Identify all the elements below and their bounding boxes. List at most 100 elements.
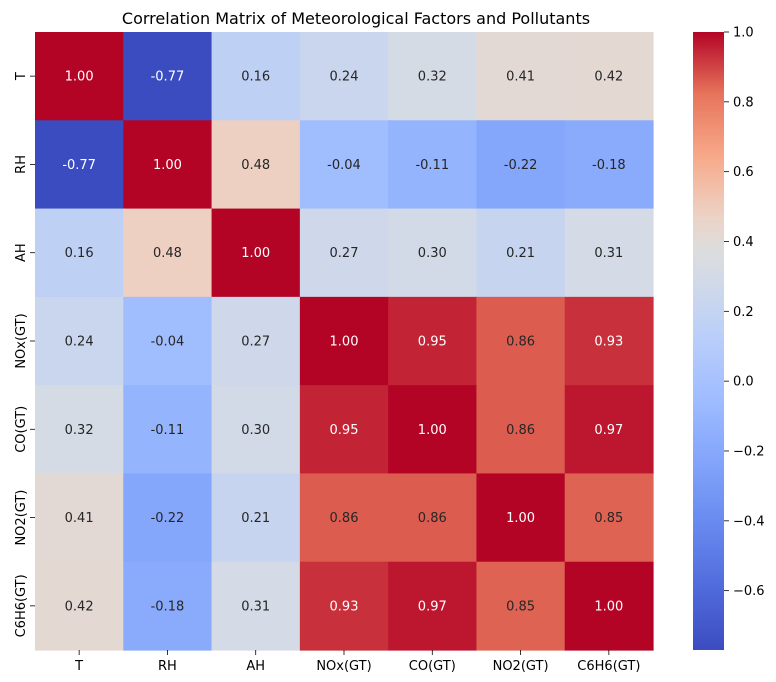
y-tick-label: NO2(GT) — [14, 490, 29, 546]
x-axis: T RH AH NOx(GT) CO(GT) NO2(GT) C6H6(GT) — [74, 650, 640, 674]
cell-value-label: 0.97 — [594, 423, 623, 438]
heatmap-cell — [564, 208, 654, 298]
heatmap-cell — [476, 120, 566, 210]
colorbar-tick-label: 0.2 — [733, 305, 754, 320]
colorbar — [693, 32, 724, 650]
heatmap-cell — [211, 120, 301, 210]
heatmap-cell — [564, 473, 654, 563]
heatmap-cell — [476, 32, 566, 121]
heatmap-cell — [35, 473, 124, 563]
cell-value-label: 0.86 — [418, 511, 447, 526]
cell-value-label: 0.27 — [330, 246, 359, 261]
cell-value-label: 1.00 — [330, 335, 359, 350]
colorbar-tick-label: 0.8 — [733, 95, 754, 110]
heatmap-cell — [564, 32, 654, 121]
cell-value-label: 0.24 — [65, 335, 94, 350]
heatmap-cells: 1.00 -0.77 0.16 0.24 0.32 0.41 0.42 -0.77 1.00 0.… — [35, 32, 654, 651]
x-tick-label: CO(GT) — [409, 659, 456, 674]
cell-value-label: -0.22 — [151, 511, 185, 526]
cell-value-label: -0.22 — [504, 158, 538, 173]
heatmap-cell — [35, 561, 124, 651]
cell-value-label: 0.21 — [241, 511, 270, 526]
x-tick-label: NO2(GT) — [493, 659, 549, 674]
colorbar-tick-label: −0.2 — [733, 444, 765, 459]
colorbar-tick-label: 0.0 — [733, 375, 754, 390]
heatmap-cell — [123, 385, 213, 475]
y-tick-label: AH — [14, 243, 29, 262]
heatmap-cell — [35, 32, 124, 121]
cell-value-label: 0.42 — [594, 70, 623, 85]
heatmap-cell — [211, 561, 301, 651]
cell-value-label: 1.00 — [418, 423, 447, 438]
heatmap-cell — [476, 208, 566, 298]
heatmap-cell — [123, 561, 213, 651]
heatmap-cell — [388, 32, 478, 121]
heatmap-cell — [476, 385, 566, 475]
cell-value-label: 0.97 — [418, 599, 447, 614]
heatmap-cell — [564, 296, 654, 386]
heatmap-cell — [388, 561, 478, 651]
colorbar-tick-label: 1.0 — [733, 26, 754, 41]
cell-value-label: 0.31 — [594, 246, 623, 261]
heatmap-cell — [35, 296, 124, 386]
cell-value-label: 0.16 — [65, 246, 94, 261]
heatmap-cell — [476, 296, 566, 386]
cell-value-label: 0.93 — [594, 335, 623, 350]
cell-value-label: 1.00 — [506, 511, 535, 526]
cell-value-label: 0.21 — [506, 246, 535, 261]
x-tick-label: AH — [246, 659, 265, 674]
heatmap-cell — [564, 385, 654, 475]
colorbar-tick-label: 0.4 — [733, 235, 754, 250]
cell-value-label: -0.77 — [151, 70, 185, 85]
cell-value-label: 0.30 — [241, 423, 270, 438]
x-tick-label: RH — [158, 659, 177, 674]
cell-value-label: 0.24 — [330, 70, 359, 85]
heatmap-cell — [35, 385, 124, 475]
cell-value-label: -0.77 — [62, 158, 96, 173]
heatmap-cell — [299, 208, 389, 298]
cell-value-label: 0.48 — [153, 246, 182, 261]
heatmap-cell — [564, 561, 654, 651]
cell-value-label: -0.04 — [151, 335, 185, 350]
heatmap-cell — [299, 296, 389, 386]
heatmap-cell — [123, 32, 213, 121]
colorbar-tick-label: −0.4 — [733, 514, 765, 529]
cell-value-label: 0.85 — [506, 599, 535, 614]
heatmap-cell — [476, 561, 566, 651]
heatmap-cell — [123, 473, 213, 563]
y-tick-label: CO(GT) — [14, 406, 29, 453]
heatmap-cell — [388, 473, 478, 563]
cell-value-label: 0.48 — [241, 158, 270, 173]
cell-value-label: -0.11 — [415, 158, 449, 173]
heatmap-cell — [564, 120, 654, 210]
x-tick-label: NOx(GT) — [316, 659, 371, 674]
heatmap-cell — [476, 473, 566, 563]
y-tick-label: C6H6(GT) — [14, 574, 29, 637]
colorbar-tick-label: −0.6 — [733, 584, 765, 599]
heatmap-cell — [388, 385, 478, 475]
y-tick-label: NOx(GT) — [14, 313, 29, 368]
cell-value-label: 0.93 — [330, 599, 359, 614]
heatmap-cell — [299, 32, 389, 121]
cell-value-label: -0.18 — [151, 599, 185, 614]
cell-value-label: 0.32 — [418, 70, 447, 85]
cell-value-label: 0.85 — [594, 511, 623, 526]
heatmap-cell — [299, 473, 389, 563]
heatmap-cell — [388, 296, 478, 386]
cell-value-label: 0.95 — [418, 335, 447, 350]
heatmap-cell — [211, 208, 301, 298]
y-axis: T RH AH NOx(GT) CO(GT) NO2(GT) C6H6(GT) — [14, 72, 35, 637]
heatmap-cell — [211, 296, 301, 386]
heatmap-cell — [211, 32, 301, 121]
cell-value-label: 1.00 — [153, 158, 182, 173]
heatmap-cell — [123, 120, 213, 210]
cell-value-label: 0.30 — [418, 246, 447, 261]
y-tick-label: RH — [14, 155, 29, 174]
cell-value-label: 0.42 — [65, 599, 94, 614]
heatmap-cell — [299, 385, 389, 475]
heatmap-cell — [299, 561, 389, 651]
cell-value-label: -0.11 — [151, 423, 185, 438]
colorbar-tick-label: 0.6 — [733, 165, 754, 180]
heatmap-cell — [123, 208, 213, 298]
